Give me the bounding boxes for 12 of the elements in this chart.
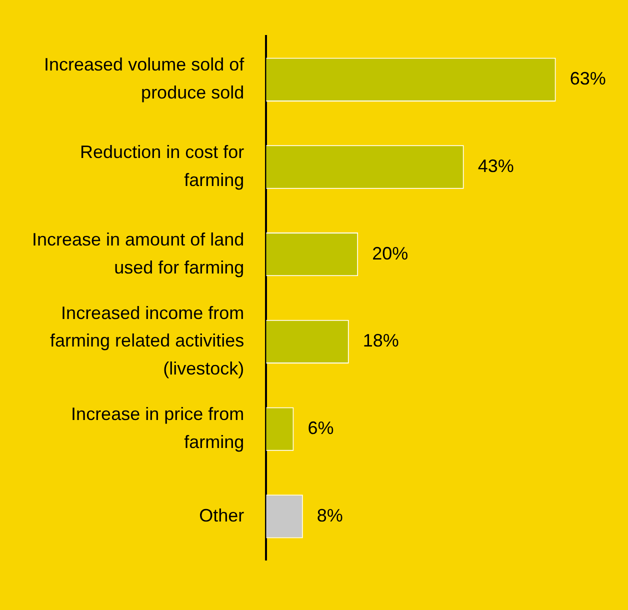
y-tick-label: Increase in amount of land used for farming [32, 229, 244, 278]
y-tick-label: Increased volume sold of produce sold [44, 54, 246, 103]
data-label: 43% [478, 156, 514, 176]
y-tick-label: Increase in price from farming [71, 404, 244, 452]
y-tick-label: Increased income from farming related activities (livestock) [50, 302, 244, 379]
data-label: 8% [316, 505, 343, 526]
y-tick-label: Other [199, 505, 244, 526]
data-label: 63% [570, 68, 606, 89]
data-label: 6% [308, 418, 334, 438]
y-tick-label: Reduction in cost for farming [80, 142, 244, 190]
data-label: 20% [372, 243, 408, 264]
data-label: 18% [362, 330, 399, 351]
